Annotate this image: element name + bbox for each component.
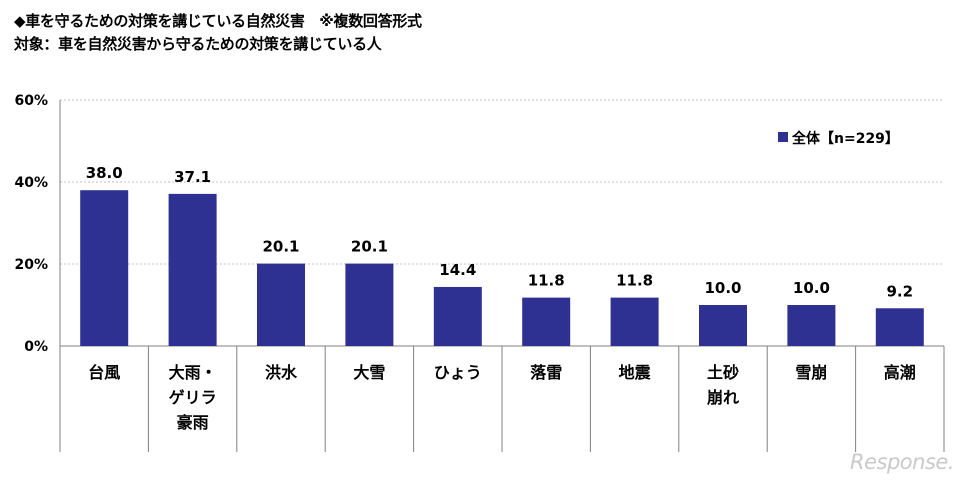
bar: [875, 308, 924, 346]
x-tick-label: 台風: [88, 363, 120, 382]
bar: [699, 305, 747, 346]
x-tick-label: 土砂崩れ: [707, 363, 739, 407]
chart-title: ◆車を守るための対策を講じている自然災害 ※複数回答形式: [14, 12, 422, 30]
data-label: 38.0: [86, 164, 123, 182]
y-tick-label: 60%: [14, 93, 48, 109]
data-label: 14.4: [439, 261, 476, 279]
data-label: 20.1: [351, 238, 388, 256]
watermark-logo: Response.: [850, 450, 954, 474]
legend-label: 全体【n=229】: [791, 130, 899, 147]
chart-subtitle: 対象：車を自然災害から守るための対策を講じている人: [14, 35, 382, 53]
data-label: 10.0: [793, 279, 830, 297]
chart-title-block: ◆車を守るための対策を講じている自然災害 ※複数回答形式 対象：車を自然災害から…: [14, 10, 422, 56]
bar: [433, 286, 482, 346]
x-tick-label: 高潮: [884, 363, 916, 382]
legend-swatch: [778, 132, 788, 142]
data-label: 11.8: [616, 272, 653, 290]
x-tick-label: 地震: [619, 363, 652, 382]
bar: [168, 193, 217, 346]
data-label: 9.2: [887, 282, 914, 300]
bar: [345, 263, 394, 346]
data-label: 20.1: [262, 238, 299, 256]
bar: [787, 305, 836, 346]
x-tick-label: 大雪: [353, 363, 385, 382]
data-label: 10.0: [704, 279, 741, 297]
bar: [257, 263, 305, 346]
y-tick-label: 0%: [24, 339, 48, 355]
x-tick-label: 大雨・ゲリラ豪雨: [169, 363, 217, 432]
data-label: 37.1: [174, 168, 211, 186]
x-tick-label: ひょう: [434, 363, 482, 382]
x-tick-label: 落雷: [530, 363, 562, 382]
bar: [80, 190, 129, 346]
x-tick-label: 雪崩: [795, 363, 827, 382]
y-tick-label: 20%: [14, 257, 48, 273]
y-tick-label: 40%: [14, 175, 48, 191]
bar: [522, 297, 571, 346]
data-label: 11.8: [528, 272, 565, 290]
bar: [610, 297, 659, 346]
x-tick-label: 洪水: [265, 363, 298, 382]
